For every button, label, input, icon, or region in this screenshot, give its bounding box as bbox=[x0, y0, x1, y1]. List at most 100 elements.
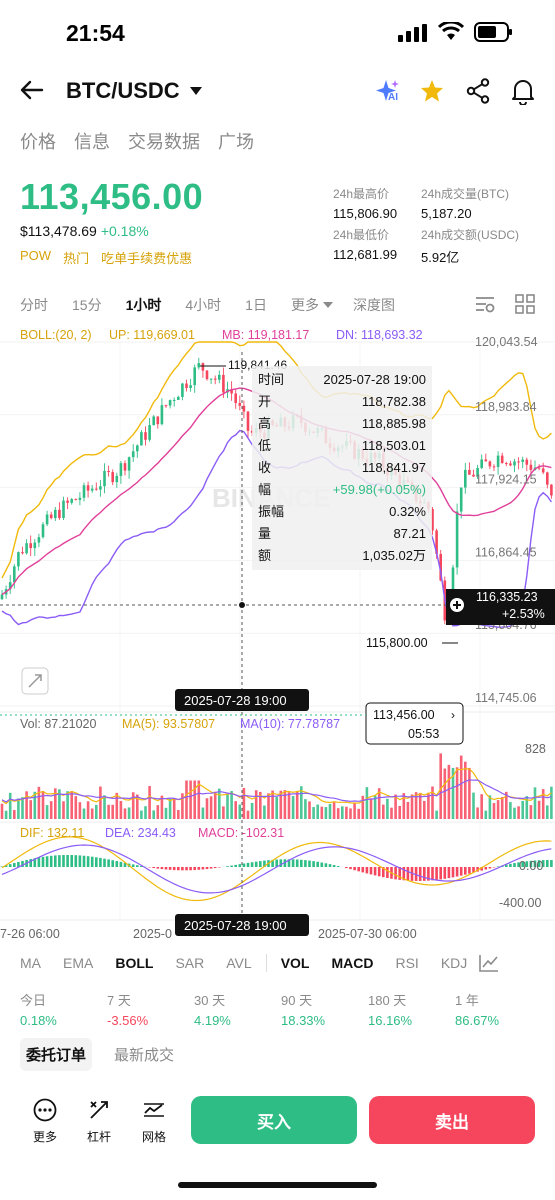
volume-bar bbox=[205, 798, 209, 819]
perf-today[interactable]: 今日 0.18% bbox=[20, 990, 107, 1030]
indicator-ma[interactable]: MA bbox=[20, 955, 41, 971]
macd-bar bbox=[37, 857, 41, 867]
grid-button[interactable]: 网格 bbox=[132, 1098, 176, 1145]
bell-icon[interactable] bbox=[511, 77, 535, 105]
interval-depth[interactable]: 深度图 bbox=[352, 297, 395, 313]
stat-24h-vol-usdc: 24h成交额(USDC) 5.92亿 bbox=[421, 226, 519, 266]
sell-button[interactable]: 卖出 bbox=[369, 1096, 535, 1144]
volume-bar bbox=[209, 796, 213, 819]
buy-button[interactable]: 买入 bbox=[191, 1096, 357, 1144]
header: BTC/USDC AI bbox=[0, 64, 555, 120]
interval-1d[interactable]: 1日 bbox=[245, 297, 267, 313]
candle-body bbox=[435, 530, 438, 554]
current-price-tag[interactable] bbox=[365, 702, 464, 745]
perf-7d[interactable]: 7 天 -3.56% bbox=[107, 990, 194, 1030]
layout-grid-icon[interactable] bbox=[515, 294, 535, 314]
indicator-boll[interactable]: BOLL bbox=[115, 955, 154, 971]
indicator-macd[interactable]: MACD bbox=[331, 955, 374, 971]
perf-90d[interactable]: 90 天 18.33% bbox=[281, 990, 368, 1030]
perf-1y[interactable]: 1 年 86.67% bbox=[455, 990, 542, 1030]
macd-bar bbox=[160, 867, 164, 870]
indicator-tabs: MA EMA BOLL SAR AVL VOL MACD RSI KDJ bbox=[0, 950, 555, 976]
volume-bar bbox=[496, 800, 500, 819]
macd-bar bbox=[361, 867, 365, 873]
interval-4h[interactable]: 4小时 bbox=[185, 297, 222, 313]
volume-bar bbox=[279, 790, 283, 819]
vol-ma5-label: MA(5): 93.57807 bbox=[122, 717, 215, 731]
share-icon[interactable] bbox=[466, 78, 490, 104]
macd-bar bbox=[78, 855, 82, 867]
caret-down-icon bbox=[189, 87, 202, 95]
tab-open-orders[interactable]: 委托订单 bbox=[20, 1038, 93, 1071]
volume-bar bbox=[308, 801, 311, 819]
volume-bar bbox=[291, 796, 295, 819]
interval-1h[interactable]: 1小时 bbox=[125, 297, 162, 313]
indicator-rsi[interactable]: RSI bbox=[395, 955, 419, 971]
macd-bar bbox=[488, 867, 492, 869]
candle-body bbox=[99, 486, 102, 490]
tab-price[interactable]: 价格 bbox=[20, 132, 56, 152]
indicator-ema[interactable]: EMA bbox=[63, 955, 94, 971]
macd-bar bbox=[0, 866, 4, 867]
tooltip-key: 幅 bbox=[258, 482, 271, 497]
tag-fee-discount[interactable]: 吃单手续费优惠 bbox=[101, 251, 193, 266]
tooltip-value: 2025-07-28 19:00 bbox=[323, 372, 426, 387]
tab-trading-data[interactable]: 交易数据 bbox=[128, 132, 200, 152]
candle-body bbox=[189, 385, 192, 389]
kline-chart[interactable]: BINANCE 120,043.54118,983.84117,924.1511… bbox=[0, 322, 555, 942]
tab-square[interactable]: 广场 bbox=[218, 132, 254, 152]
macd-bar bbox=[410, 867, 414, 881]
indicator-kdj[interactable]: KDJ bbox=[440, 955, 468, 971]
tab-latest-trades[interactable]: 最新成交 bbox=[114, 1047, 175, 1064]
macd-bar bbox=[238, 864, 242, 867]
interval-more[interactable]: 更多 bbox=[290, 297, 319, 313]
tab-info[interactable]: 信息 bbox=[74, 132, 110, 152]
macd-bar bbox=[250, 862, 254, 867]
more-button[interactable]: 更多 bbox=[23, 1098, 67, 1145]
indicator-vol[interactable]: VOL bbox=[280, 955, 310, 971]
ai-sparkle-icon[interactable]: AI bbox=[374, 78, 402, 106]
volume-bar bbox=[546, 805, 549, 819]
candle-body bbox=[517, 461, 520, 463]
chart-settings-icon[interactable] bbox=[474, 294, 496, 314]
y-axis-label: 118,983.84 bbox=[475, 400, 537, 414]
grid-bot-icon bbox=[144, 1103, 164, 1117]
favorite-star-icon[interactable] bbox=[420, 79, 444, 103]
perf-180d[interactable]: 180 天 16.16% bbox=[368, 990, 455, 1030]
perf-30d[interactable]: 30 天 4.19% bbox=[194, 990, 281, 1030]
leverage-button[interactable]: 杠杆 bbox=[77, 1098, 121, 1145]
tag-hot[interactable]: 热门 bbox=[63, 251, 90, 266]
macd-bar bbox=[21, 860, 24, 867]
macd-bar bbox=[357, 867, 360, 872]
tag-pow[interactable]: POW bbox=[20, 248, 52, 263]
indicator-sar[interactable]: SAR bbox=[175, 955, 205, 971]
indicator-settings-icon[interactable] bbox=[479, 954, 499, 972]
pair-selector[interactable]: BTC/USDC bbox=[66, 78, 202, 104]
interval-line[interactable]: 分时 bbox=[20, 297, 48, 313]
volume-bar bbox=[472, 792, 475, 819]
candle-body bbox=[431, 508, 434, 531]
volume-bar bbox=[341, 806, 344, 819]
volume-bar bbox=[259, 791, 262, 819]
volume-bar bbox=[316, 804, 319, 819]
macd-bar bbox=[189, 867, 192, 871]
macd-bar bbox=[295, 859, 299, 867]
indicator-avl[interactable]: AVL bbox=[226, 955, 252, 971]
volume-bar bbox=[238, 804, 242, 819]
volume-bar bbox=[103, 795, 106, 819]
macd-bar bbox=[136, 865, 139, 867]
macd-bar bbox=[99, 857, 102, 867]
volume-bar bbox=[185, 780, 188, 819]
candle-body bbox=[74, 499, 78, 501]
y-axis-label: 117,924.15 bbox=[475, 473, 537, 487]
indicator-divider bbox=[265, 954, 267, 972]
volume-bar bbox=[58, 789, 61, 819]
volume-bar bbox=[304, 799, 307, 819]
macd-bar bbox=[172, 867, 176, 871]
volume-bar bbox=[533, 787, 537, 819]
macd-bar bbox=[70, 855, 73, 867]
kline-svg[interactable]: BINANCE 120,043.54118,983.84117,924.1511… bbox=[0, 322, 555, 942]
interval-15m[interactable]: 15分 bbox=[72, 297, 102, 313]
volume-bar bbox=[439, 753, 442, 819]
back-arrow-icon[interactable] bbox=[20, 80, 44, 100]
